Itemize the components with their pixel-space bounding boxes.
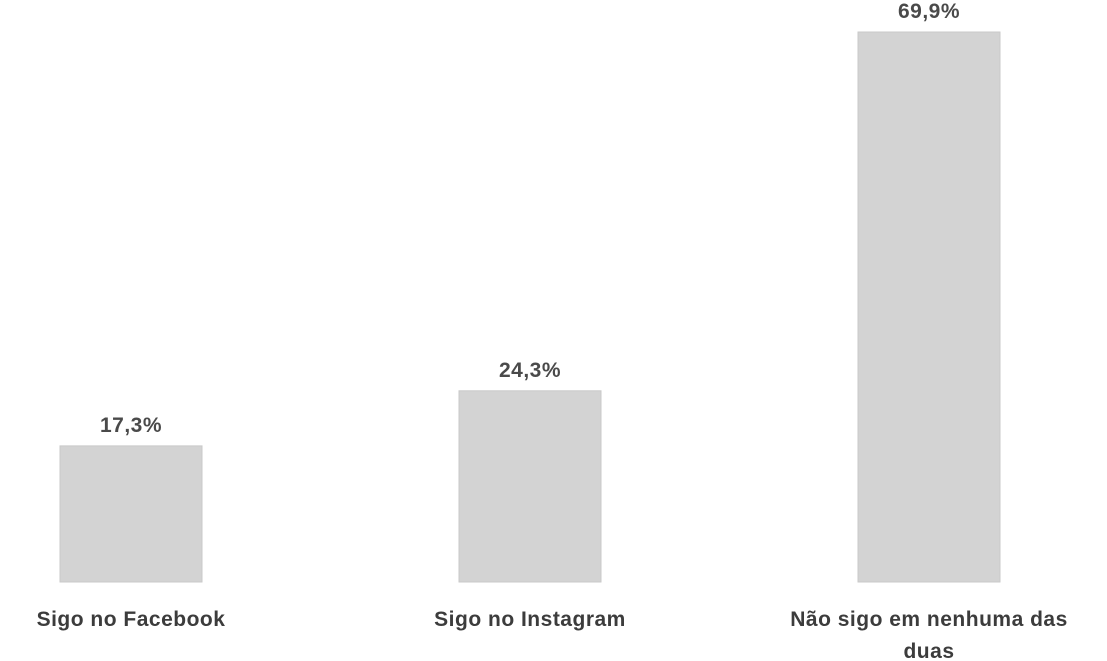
value-label-1: 17,3% xyxy=(100,414,162,437)
bar-3 xyxy=(857,31,1001,583)
category-label-line: Sigo no Instagram xyxy=(434,608,626,631)
value-label-3: 69,9% xyxy=(898,0,960,23)
category-label-3: Não sigo em nenhuma das duas xyxy=(790,608,1068,661)
bars-group xyxy=(59,31,1001,583)
category-label-2: Sigo no Instagram xyxy=(434,608,626,631)
category-labels-group: Sigo no Facebook Sigo no Instagram Não sig… xyxy=(37,608,1068,661)
category-label-1: Sigo no Facebook xyxy=(37,608,226,631)
value-labels-group: 17,3% 24,3% 69,9% xyxy=(100,0,960,437)
category-label-line: Não sigo em nenhuma das xyxy=(790,608,1068,631)
bar-2 xyxy=(458,390,602,583)
category-label-line: duas xyxy=(903,640,954,661)
bar-1 xyxy=(59,445,203,583)
value-label-2: 24,3% xyxy=(499,359,561,382)
category-label-line: Sigo no Facebook xyxy=(37,608,226,631)
